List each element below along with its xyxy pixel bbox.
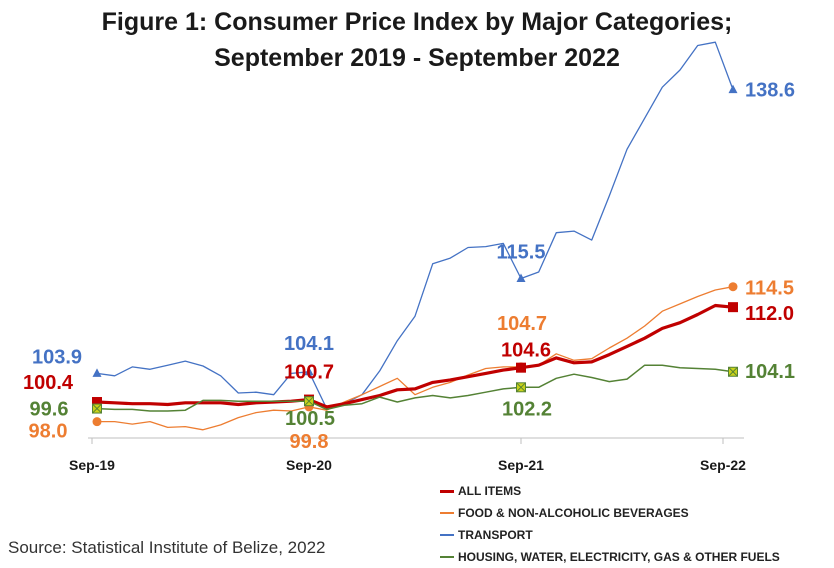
data-label-food: 114.5 (745, 278, 794, 300)
data-label-all-items: 104.6 (501, 340, 551, 362)
food-marker (728, 282, 738, 292)
data-label-all-items: 112.0 (745, 303, 794, 325)
legend-swatch (440, 489, 454, 493)
legend-label: FOOD & NON-ALCOHOLIC BEVERAGES (458, 506, 689, 520)
legend-label: TRANSPORT (458, 528, 533, 542)
food-marker (92, 417, 102, 427)
chart-title-line-2: September 2019 - September 2022 (214, 44, 620, 72)
data-label-housing: 102.2 (502, 398, 552, 420)
housing-marker-cross (304, 396, 314, 406)
legend-item-housing: HOUSING, WATER, ELECTRICITY, GAS & OTHER… (440, 546, 780, 568)
legend-swatch (440, 534, 454, 536)
transport-marker (92, 368, 102, 377)
data-label-housing: 100.5 (285, 408, 335, 430)
x-tick-label: Sep-21 (498, 457, 544, 473)
chart-legend: ALL ITEMS FOOD & NON-ALCOHOLIC BEVERAGES T… (440, 480, 780, 568)
legend-item-transport: TRANSPORT (440, 524, 780, 546)
data-label-transport: 115.5 (497, 242, 546, 264)
data-label-all-items: 100.4 (23, 372, 74, 394)
transport-marker (728, 84, 738, 94)
legend-swatch (440, 512, 454, 514)
source-note: Source: Statistical Institute of Belize,… (8, 538, 326, 557)
data-label-food: 99.8 (290, 431, 329, 453)
housing-marker-cross (728, 367, 738, 377)
all-items-marker (728, 302, 738, 313)
x-tick-label: Sep-19 (69, 457, 115, 473)
data-label-all-items: 100.7 (284, 362, 334, 384)
all-items-marker (92, 397, 102, 408)
data-label-housing: 99.6 (30, 399, 69, 421)
legend-label: ALL ITEMS (458, 484, 522, 498)
series-line-food (97, 286, 734, 431)
legend-label: HOUSING, WATER, ELECTRICITY, GAS & OTHER… (458, 550, 780, 564)
transport-marker (516, 273, 526, 283)
data-label-transport: 103.9 (32, 346, 82, 368)
legend-item-food: FOOD & NON-ALCOHOLIC BEVERAGES (440, 502, 780, 524)
series-line-housing (96, 364, 734, 412)
x-tick-label: Sep-22 (700, 457, 746, 473)
legend-item-all-items: ALL ITEMS (440, 480, 780, 502)
series-line-transport (96, 41, 734, 410)
all-items-marker (516, 362, 526, 373)
data-label-transport: 138.6 (745, 80, 795, 102)
transport-marker (304, 366, 314, 376)
housing-marker-cross (516, 382, 526, 392)
data-label-transport: 104.1 (284, 333, 334, 355)
x-tick-label: Sep-20 (286, 457, 332, 473)
series-line-all-items (96, 303, 734, 409)
data-label-food: 98.0 (29, 421, 68, 443)
data-label-housing: 104.1 (745, 361, 795, 383)
housing-marker-cross (92, 404, 102, 413)
chart-title-line-1: Figure 1: Consumer Price Index by Major … (101, 8, 733, 36)
data-label-food: 104.7 (497, 313, 547, 335)
legend-swatch (440, 556, 454, 558)
